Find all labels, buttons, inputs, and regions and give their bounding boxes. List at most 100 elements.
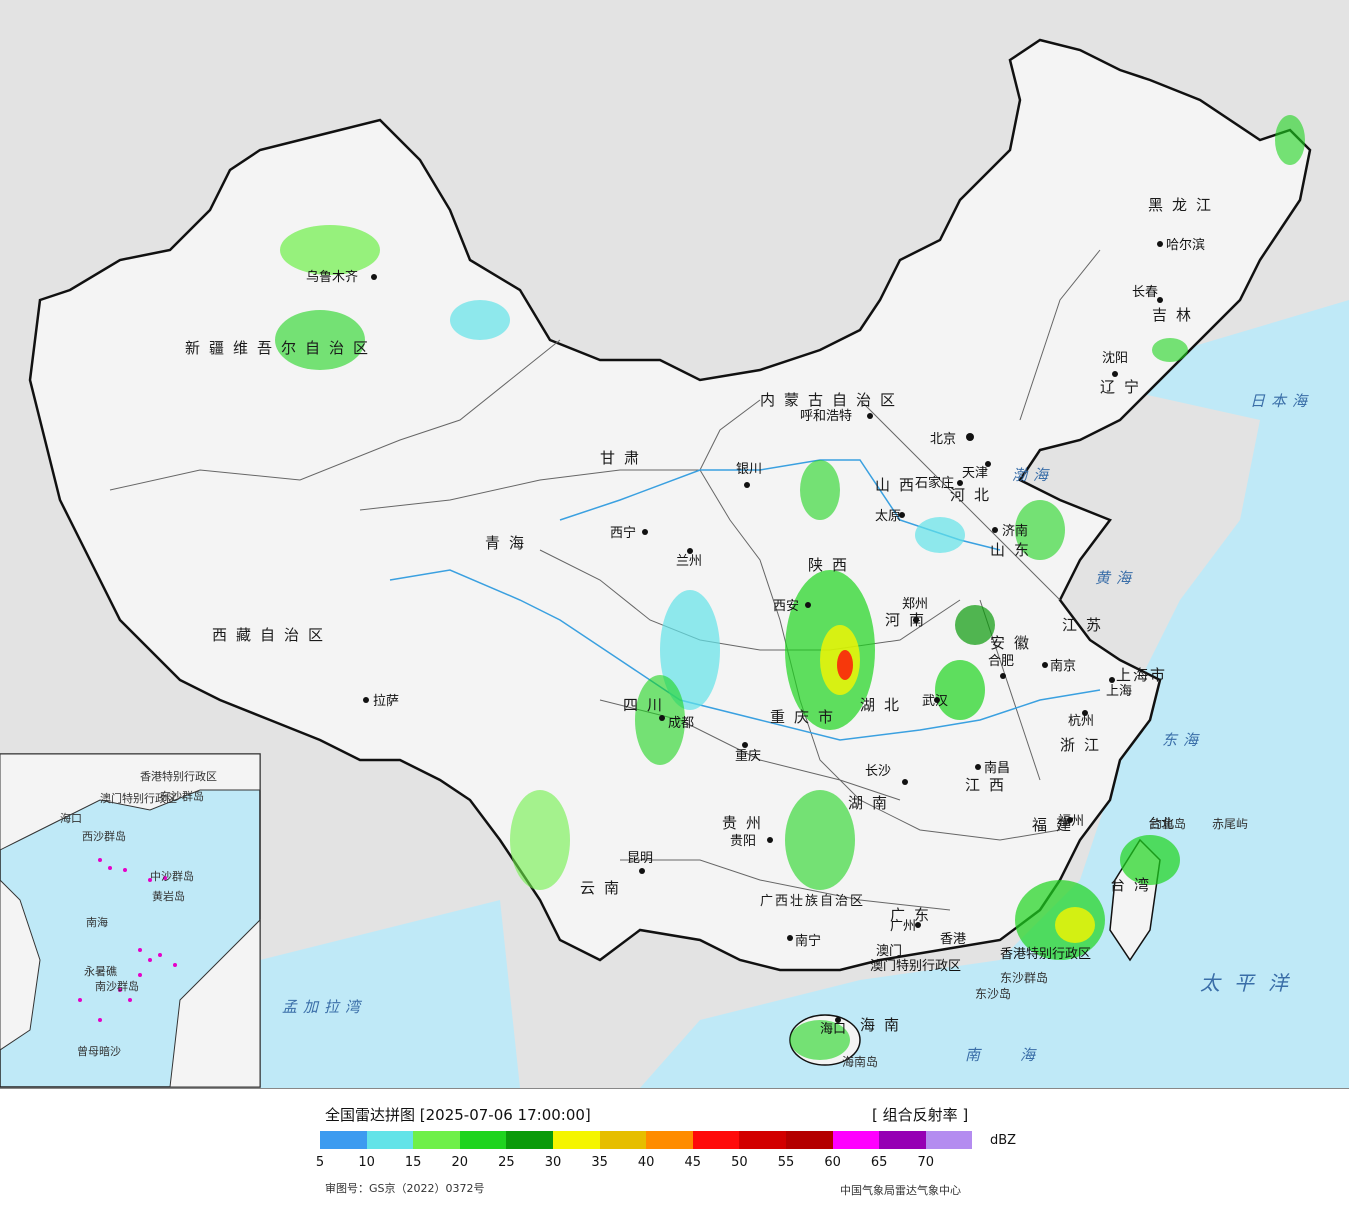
city-label: 成都 [668, 716, 694, 731]
province-label: 新疆维吾尔自治区 [185, 339, 377, 357]
color-swatch [506, 1131, 553, 1149]
city-label: 拉萨 [373, 694, 399, 709]
city-label: 合肥 [988, 654, 1014, 669]
scale-tick: 25 [498, 1155, 515, 1170]
color-swatch [646, 1131, 693, 1149]
city-label: 南昌 [984, 760, 1010, 776]
scale-tick: 50 [731, 1155, 748, 1170]
province-label: 安徽 [990, 634, 1038, 652]
inset-label: 东沙群岛 [160, 789, 204, 803]
inset-label: 香港特别行政区 [140, 769, 217, 783]
city-label: 贵阳 [730, 834, 756, 849]
scale-tick: 30 [544, 1155, 562, 1170]
inset-label: 永暑礁 [84, 964, 117, 978]
sea-label: 黄海 [1095, 569, 1137, 587]
legend-unit: dBZ [990, 1133, 1017, 1148]
city-dots [363, 241, 1163, 1023]
island-label: 赤尾屿 [1212, 817, 1248, 831]
city-label: 银川 [736, 462, 762, 477]
scale-tick: 10 [358, 1155, 375, 1170]
province-label: 海南 [860, 1016, 908, 1034]
city-label: 西宁 [610, 525, 636, 541]
color-swatch [599, 1131, 647, 1149]
sea-label: 太平洋 [1200, 971, 1302, 995]
province-label: 河北 [950, 486, 998, 504]
inset-label: 澳门特别行政区 [100, 791, 177, 805]
scale-tick: 60 [824, 1155, 841, 1170]
province-label: 重庆市 [770, 708, 842, 726]
province-label: 湖南 [848, 794, 896, 812]
color-swatch [413, 1131, 460, 1149]
map-canvas: 新疆维吾尔自治区 西藏自治区 青海 甘肃 内蒙古自治区 黑龙江 吉林 辽宁 河北… [0, 38, 1349, 1088]
scale-tick: 55 [777, 1155, 795, 1170]
color-swatch [459, 1131, 507, 1149]
bay-of-bengal [260, 900, 520, 1088]
color-swatch [739, 1131, 786, 1149]
scale-tick: 40 [637, 1155, 655, 1170]
city-label: 长春 [1132, 285, 1158, 300]
city-label: 石家庄 [915, 475, 954, 491]
city-label: 济南 [1002, 523, 1028, 539]
city-label: 香港 [940, 932, 966, 947]
source-credit: 中国气象局雷达气象中心 [840, 1184, 961, 1197]
sea-label: 东海 [1162, 731, 1204, 749]
color-swatch [692, 1131, 740, 1149]
radar-map: 新疆维吾尔自治区 西藏自治区 青海 甘肃 内蒙古自治区 黑龙江 吉林 辽宁 河北… [0, 0, 1349, 1089]
province-label: 甘肃 [600, 449, 648, 467]
province-label: 山东 [990, 541, 1038, 559]
color-swatch [320, 1131, 367, 1149]
city-label: 海口 [820, 1022, 846, 1037]
city-label: 澳门 [876, 943, 902, 959]
city-label: 杭州 [1068, 714, 1094, 729]
legend-title: 全国雷达拼图 [2025-07-06 17:00:00] [325, 1106, 591, 1124]
province-label: 浙江 [1060, 736, 1108, 754]
color-swatch [925, 1131, 973, 1149]
province-label: 河南 [885, 611, 933, 629]
city-label: 沈阳 [1102, 351, 1128, 366]
province-label: 四川 [623, 696, 671, 714]
city-label: 天津 [962, 466, 988, 481]
city-markers: 乌鲁木齐 拉萨 西宁 兰州 银川 呼和浩特 北京 天津 石家庄 太原 济南 西安… [306, 237, 1205, 1037]
sea-label: 孟加拉湾 [282, 998, 366, 1016]
province-label: 内蒙古自治区 [760, 391, 904, 409]
scale-tick: 70 [917, 1155, 935, 1170]
ocean [640, 300, 1349, 1088]
radar-echoes [275, 115, 1305, 1060]
inset-label: 西沙群岛 [82, 829, 126, 843]
inset-label: 黄岩岛 [152, 889, 185, 903]
color-scale-ticks: 5 10 15 20 25 30 35 40 45 50 55 60 65 70 [300, 1155, 960, 1173]
province-label: 广东 [890, 906, 938, 924]
island-label: 钓鱼岛 [1150, 816, 1186, 831]
special-region-label: 香港特别行政区 [1000, 947, 1091, 962]
city-label: 西安 [773, 599, 799, 614]
city-label: 北京 [930, 432, 956, 447]
province-label: 台湾 [1110, 876, 1158, 894]
city-label: 呼和浩特 [800, 409, 852, 424]
province-label: 广西壮族自治区 [760, 893, 865, 909]
sea-label: 南海 [965, 1046, 1075, 1064]
color-scale [320, 1131, 973, 1149]
sea-label: 日本海 [1250, 392, 1313, 410]
city-label: 哈尔滨 [1166, 237, 1205, 253]
city-label: 台北 [1148, 817, 1174, 832]
province-label: 吉林 [1152, 306, 1200, 324]
province-label: 陕西 [808, 556, 856, 574]
legend-product: [ 组合反射率 ] [872, 1106, 969, 1124]
color-swatch [366, 1131, 414, 1149]
province-label: 黑龙江 [1148, 196, 1220, 214]
inset-label: 中沙群岛 [150, 869, 194, 883]
scale-tick: 65 [870, 1155, 888, 1170]
inset-label: 曾母暗沙 [77, 1044, 121, 1058]
city-label: 上海 [1106, 684, 1132, 699]
inset-label: 南海 [86, 915, 108, 929]
island-label: 东沙岛 [975, 986, 1011, 1001]
province-label: 贵州 [722, 814, 770, 832]
city-label: 长沙 [865, 764, 891, 779]
island-label: 东沙群岛 [1000, 970, 1048, 985]
scale-tick: 5 [315, 1155, 325, 1170]
province-label: 青海 [485, 534, 533, 552]
province-label: 云南 [580, 879, 628, 897]
sea-label: 渤海 [1012, 466, 1054, 484]
scale-tick: 45 [684, 1155, 702, 1170]
province-label: 上海市 [1116, 666, 1167, 684]
